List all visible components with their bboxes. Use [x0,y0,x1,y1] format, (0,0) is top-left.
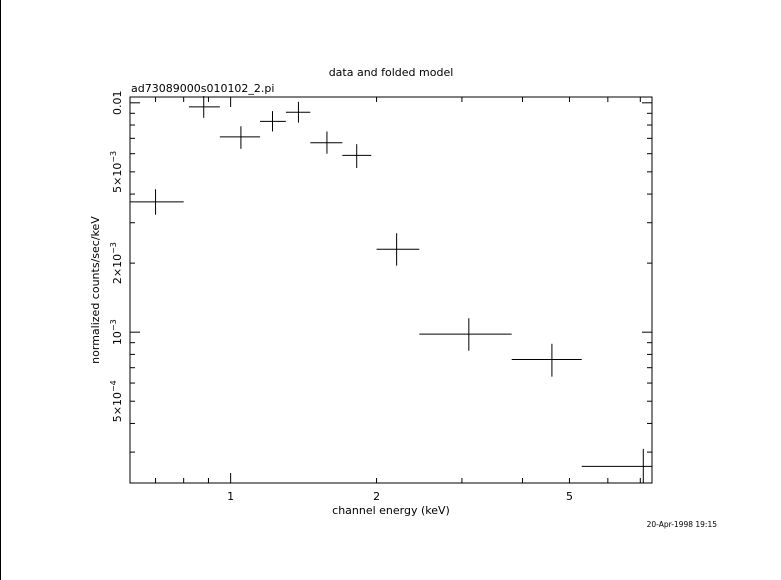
data-point [219,126,261,149]
x-axis-label: channel energy (keV) [332,504,450,517]
y-tick-label: 10−3 [109,319,124,345]
data-point [581,448,652,483]
window-left-edge [0,0,1,580]
data-point [188,96,220,118]
axis-ticks [130,97,652,483]
timestamp: 20-Apr-1998 19:15 [647,520,718,529]
data-point [130,189,184,215]
plot-frame [129,96,653,484]
x-tick-label: 5 [566,490,573,503]
y-tick-label: 5×10−3 [109,151,124,193]
data-point [419,318,512,351]
y-axis-label: normalized counts/sec/keV [89,216,102,364]
data-point [310,131,343,154]
data-point [511,343,582,377]
data-points [130,96,652,483]
data-point [285,101,311,123]
x-tick-labels: 1 2 5 [227,490,573,503]
y-tick-label: 0.01 [111,91,124,116]
data-point [342,144,372,168]
chart-subtitle: ad73089000s010102_2.pi [131,82,274,95]
y-tick-label: 2×10−3 [109,242,124,284]
data-point [376,233,420,266]
data-point [260,111,286,132]
y-tick-labels: 5×10−4 10−3 2×10−3 5×10−3 0.01 [109,91,124,423]
x-tick-label: 2 [373,490,380,503]
y-tick-label: 5×10−4 [109,380,124,422]
x-tick-label: 1 [227,490,234,503]
chart-title: data and folded model [329,66,454,79]
